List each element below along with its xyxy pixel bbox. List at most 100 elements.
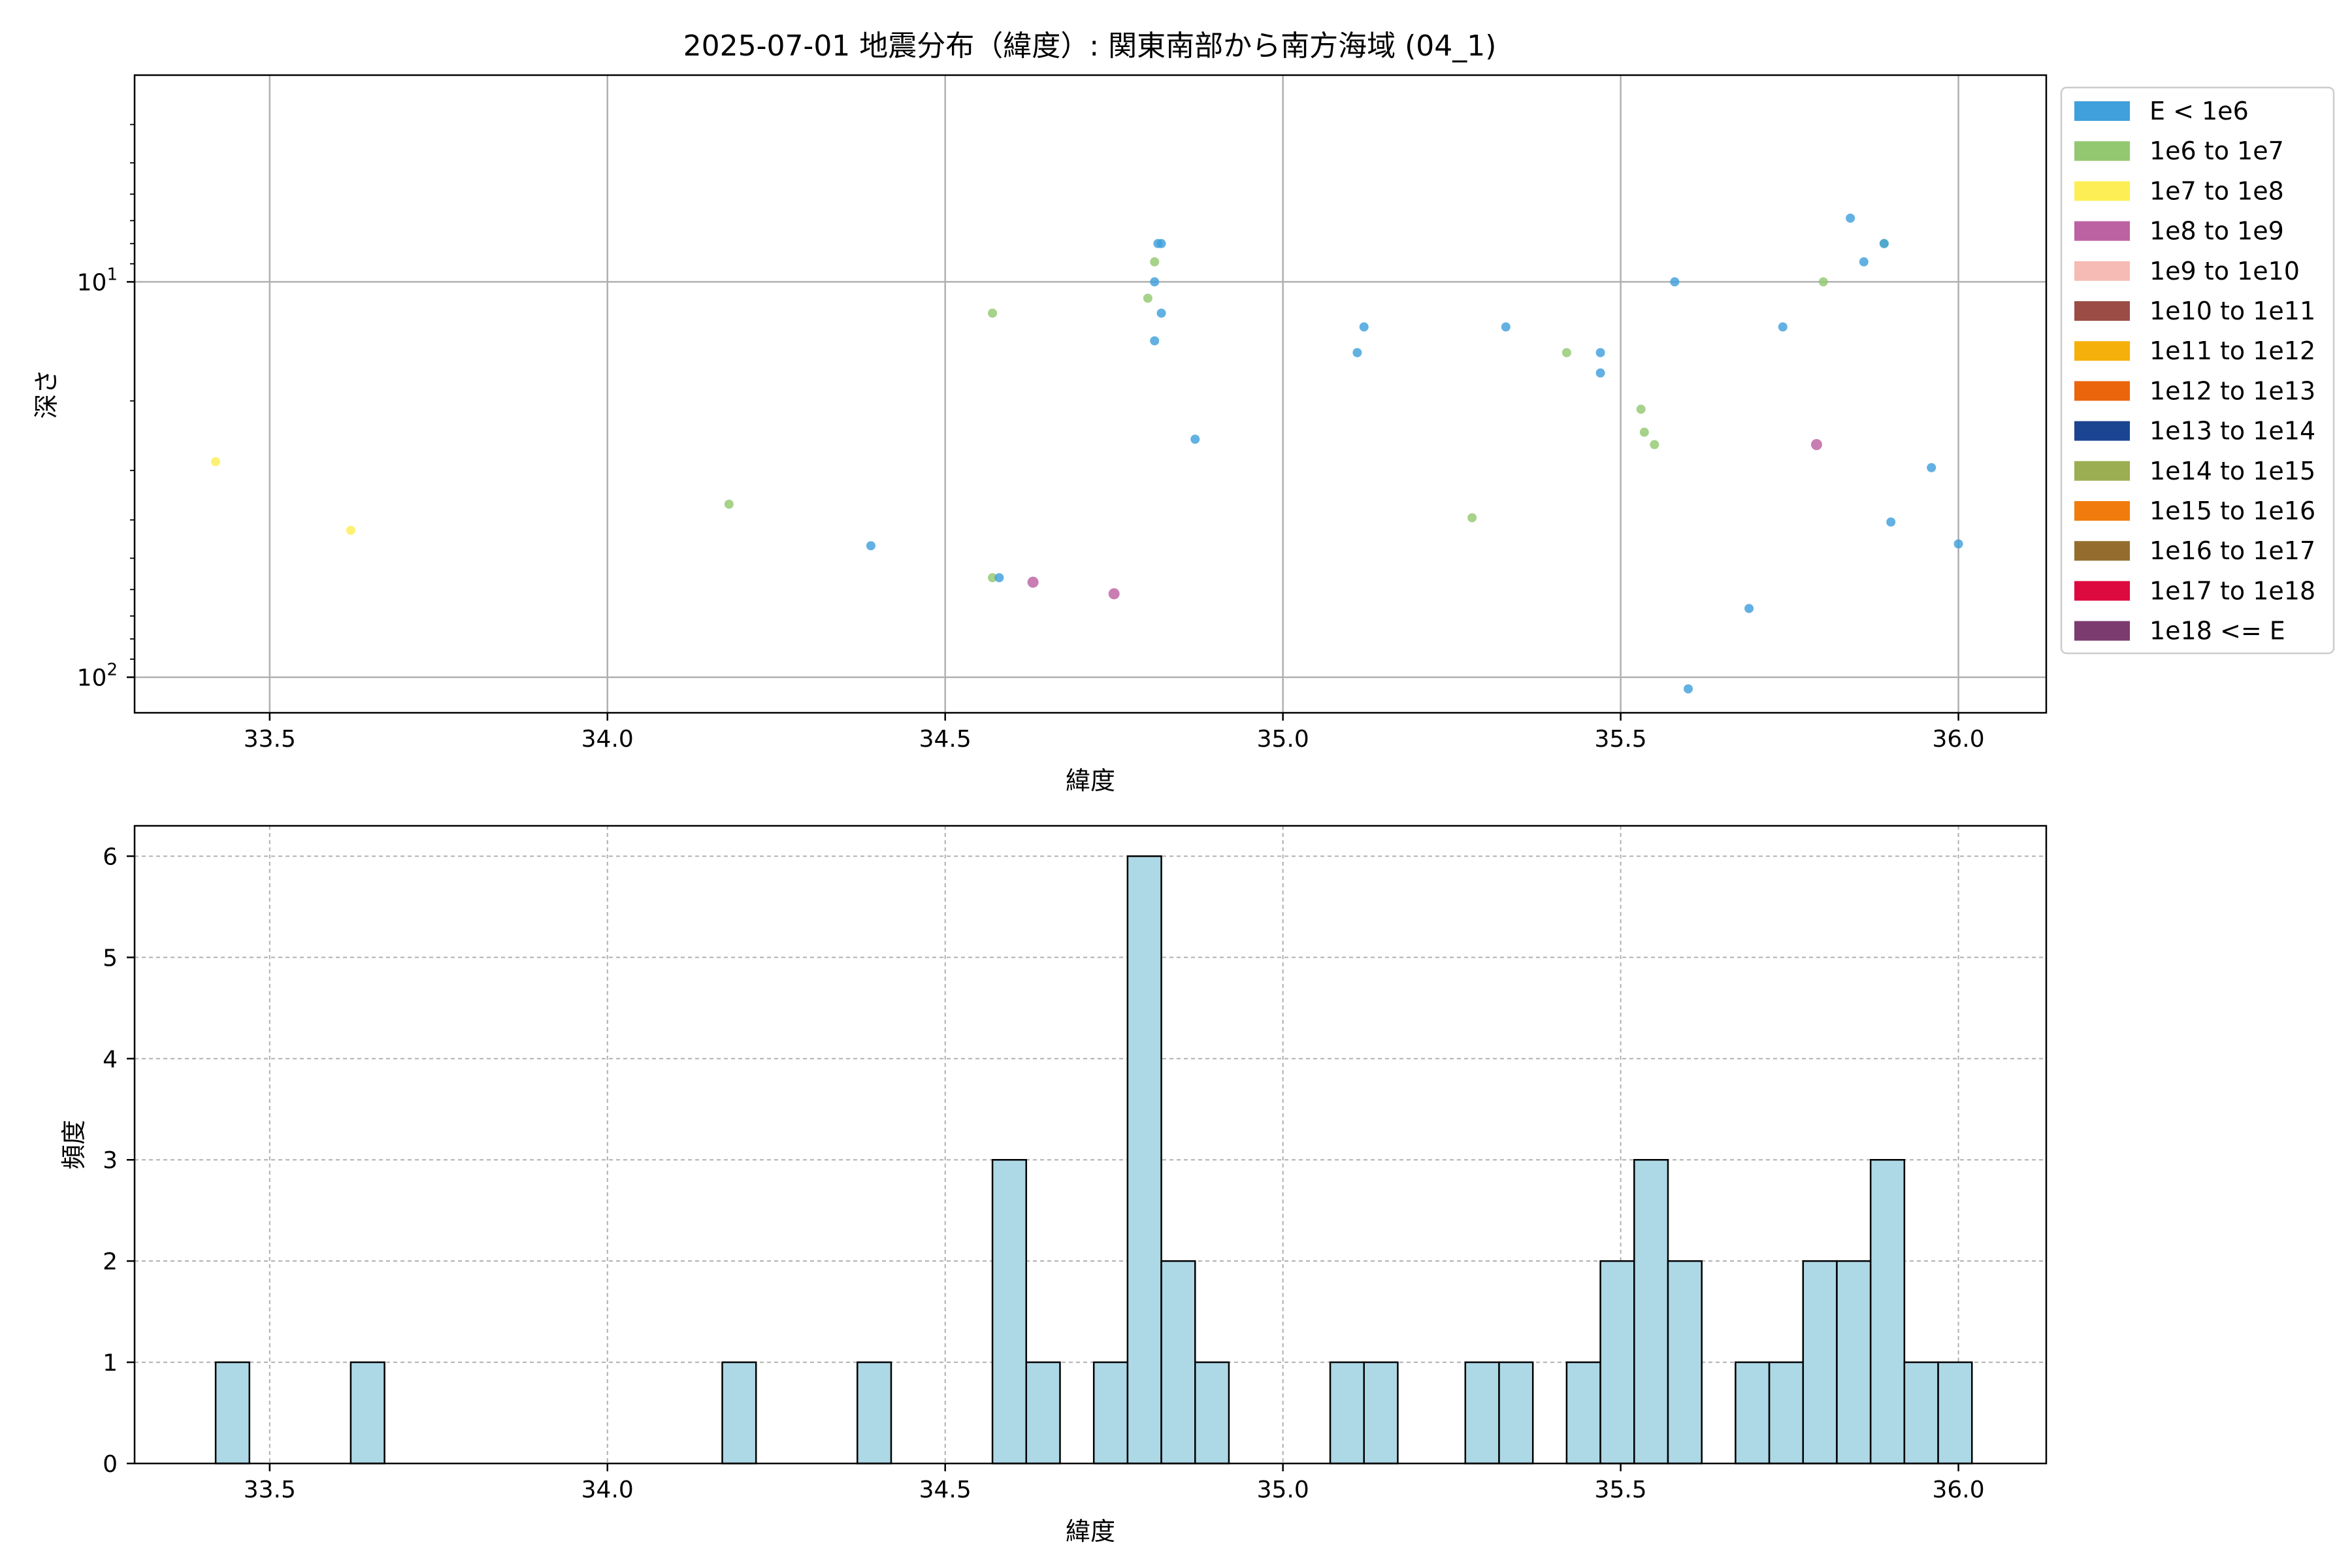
scatter-grid bbox=[135, 75, 2046, 713]
histogram-bar bbox=[350, 1361, 385, 1465]
histogram-x-tick-label: 33.5 bbox=[244, 1477, 296, 1503]
scatter-point bbox=[1810, 439, 1822, 451]
histogram-bar bbox=[1194, 1361, 1230, 1465]
legend-label: 1e14 to 1e15 bbox=[2149, 457, 2315, 485]
scatter-point bbox=[1352, 348, 1362, 357]
histogram-bar bbox=[1464, 1361, 1500, 1465]
histogram-bar bbox=[1667, 1260, 1703, 1465]
histogram-x-tick-label: 34.5 bbox=[919, 1477, 972, 1503]
scatter-point bbox=[988, 308, 998, 318]
legend-label: 1e10 to 1e11 bbox=[2149, 297, 2315, 325]
histogram-bar bbox=[721, 1361, 757, 1465]
scatter-y-tick-exponent: 2 bbox=[106, 661, 118, 680]
scatter-plot-area bbox=[135, 75, 2046, 713]
legend-label: 1e6 to 1e7 bbox=[2149, 137, 2284, 165]
histogram-bar bbox=[1599, 1260, 1635, 1465]
scatter-point bbox=[346, 525, 355, 535]
scatter-point bbox=[1561, 348, 1571, 357]
legend-label: 1e16 to 1e17 bbox=[2149, 536, 2315, 565]
histogram-x-tick-label: 35.0 bbox=[1257, 1477, 1309, 1503]
scatter-point bbox=[1156, 308, 1166, 318]
scatter-point bbox=[1359, 322, 1369, 332]
legend-swatch bbox=[2074, 541, 2130, 561]
histogram-bar bbox=[1363, 1361, 1399, 1465]
legend-label: 1e18 <= E bbox=[2149, 617, 2285, 645]
scatter-point bbox=[1595, 348, 1605, 357]
histogram-x-axis-label: 緯度 bbox=[1066, 1517, 1115, 1546]
histogram-plot-area bbox=[135, 826, 2046, 1463]
legend-swatch bbox=[2074, 101, 2130, 121]
legend-label: 1e12 to 1e13 bbox=[2149, 376, 2315, 405]
scatter-point bbox=[1156, 238, 1166, 248]
scatter-point bbox=[1879, 238, 1889, 248]
scatter-point bbox=[1150, 336, 1160, 346]
histogram-x-tick-label: 35.5 bbox=[1595, 1477, 1647, 1503]
histogram-bar bbox=[1903, 1361, 1939, 1465]
scatter-point bbox=[866, 541, 875, 551]
scatter-point bbox=[1859, 257, 1869, 267]
histogram-bar bbox=[1768, 1361, 1805, 1465]
legend-frame bbox=[2060, 86, 2335, 655]
scatter-point bbox=[1501, 322, 1511, 332]
scatter-points bbox=[211, 213, 1963, 694]
scatter-y-tick-base: 10 bbox=[77, 665, 107, 692]
legend-label: E < 1e6 bbox=[2149, 97, 2249, 125]
scatter-x-ticks: 33.5 34.0 34.5 35.0 35.5 36.0 bbox=[244, 713, 1985, 753]
histogram-bar bbox=[1633, 1158, 1669, 1465]
histogram-frame bbox=[133, 825, 2048, 1465]
histogram-bar bbox=[1092, 1361, 1129, 1465]
legend-swatch bbox=[2074, 301, 2130, 321]
legend-swatch bbox=[2074, 141, 2130, 161]
legend-swatch bbox=[2074, 501, 2130, 521]
legend-swatch bbox=[2074, 461, 2130, 481]
histogram-bar bbox=[991, 1158, 1028, 1465]
scatter-x-tick-label: 35.0 bbox=[1257, 726, 1309, 753]
scatter-point bbox=[988, 573, 998, 583]
scatter-point bbox=[1190, 434, 1200, 444]
histogram-x-tick-label: 34.0 bbox=[581, 1477, 634, 1503]
legend-label: 1e9 to 1e10 bbox=[2149, 257, 2300, 286]
legend-label: 1e17 to 1e18 bbox=[2149, 576, 2315, 605]
histogram-y-tick-label: 4 bbox=[103, 1046, 118, 1073]
scatter-legend: E < 1e6 1e6 to 1e7 1e7 to 1e8 1e8 to 1e9 1e9… bbox=[2060, 86, 2335, 655]
scatter-point bbox=[724, 499, 734, 509]
histogram-bar bbox=[1869, 1158, 1906, 1465]
histogram-y-tick-label: 2 bbox=[103, 1249, 118, 1275]
scatter-x-tick-label: 35.5 bbox=[1595, 726, 1647, 753]
scatter-point bbox=[1927, 463, 1936, 472]
legend-swatch bbox=[2074, 181, 2130, 201]
histogram-bars bbox=[214, 855, 1973, 1465]
histogram-bar bbox=[1025, 1361, 1061, 1465]
histogram-y-tick-label: 6 bbox=[103, 843, 118, 870]
scatter-point bbox=[1818, 277, 1828, 287]
legend-swatch bbox=[2074, 221, 2130, 241]
scatter-point bbox=[1778, 322, 1788, 332]
histogram-bar bbox=[1160, 1260, 1196, 1465]
legend-swatch bbox=[2074, 621, 2130, 641]
scatter-point bbox=[1108, 588, 1120, 600]
scatter-x-tick-label: 34.5 bbox=[919, 726, 972, 753]
legend-swatch bbox=[2074, 261, 2130, 281]
scatter-point bbox=[1595, 368, 1605, 378]
scatter-y-tick-label: 101 bbox=[77, 265, 118, 296]
histogram-bar bbox=[1329, 1361, 1365, 1465]
legend-label: 1e8 to 1e9 bbox=[2149, 217, 2284, 246]
scatter-point bbox=[1027, 576, 1039, 588]
legend-label: 1e11 to 1e12 bbox=[2149, 336, 2315, 365]
histogram-y-tick-label: 1 bbox=[103, 1350, 118, 1377]
scatter-point bbox=[1684, 684, 1693, 694]
scatter-x-tick-label: 36.0 bbox=[1933, 726, 1985, 753]
histogram-y-tick-label: 0 bbox=[103, 1451, 118, 1478]
scatter-point bbox=[1953, 539, 1963, 549]
scatter-point bbox=[1846, 213, 1855, 223]
histogram-y-ticks: 0 1 2 3 4 5 6 bbox=[103, 843, 135, 1478]
scatter-point bbox=[1636, 404, 1646, 414]
legend-swatch bbox=[2074, 341, 2130, 361]
scatter-y-tick-base: 10 bbox=[77, 269, 107, 296]
histogram-bar bbox=[857, 1361, 892, 1465]
scatter-point bbox=[1650, 440, 1659, 449]
histogram-bar bbox=[1126, 855, 1162, 1465]
scatter-point bbox=[1467, 513, 1477, 523]
